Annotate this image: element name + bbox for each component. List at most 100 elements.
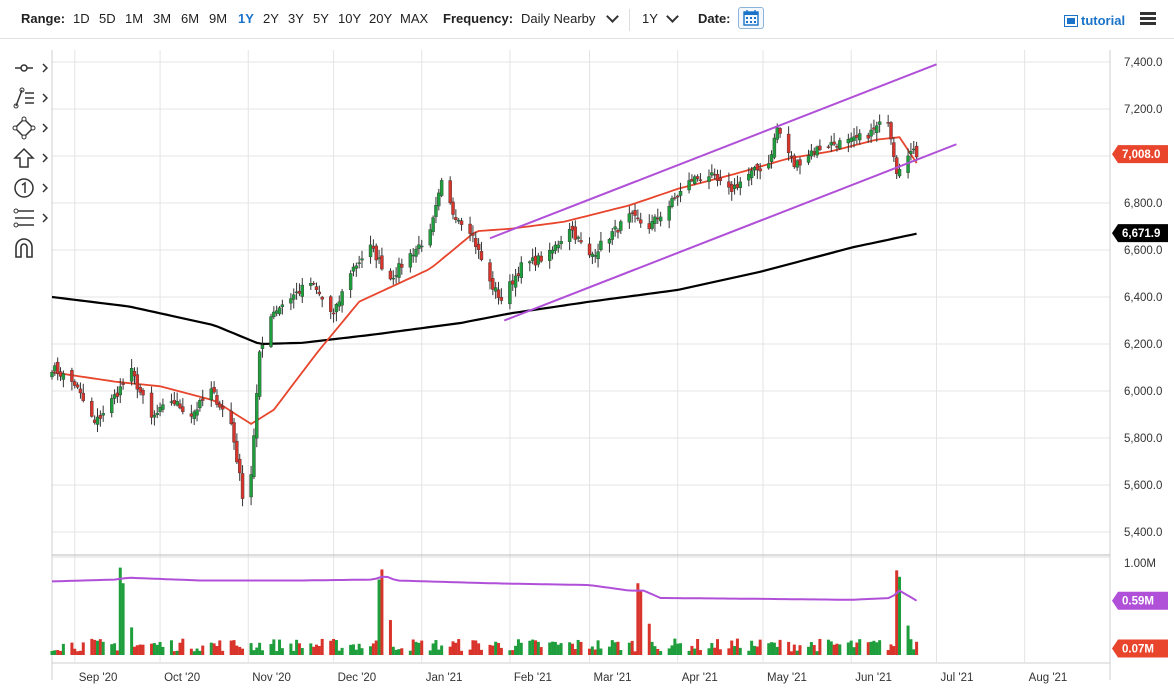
volume-bar (78, 650, 82, 655)
candle-body (189, 413, 194, 417)
volume-bar (317, 645, 321, 655)
candle-body (815, 146, 819, 156)
candle-body (613, 226, 617, 230)
candle-body (476, 243, 481, 250)
volume-bar (130, 627, 134, 655)
range-20y-button[interactable]: 20Y (369, 11, 393, 26)
candle-body (667, 206, 671, 221)
volume-bar (710, 643, 714, 655)
volume-panel (50, 567, 919, 655)
volume-bar (158, 641, 162, 655)
volume-bar (101, 641, 105, 655)
volume-average-tag-bg (1112, 591, 1168, 610)
volume-last-tag-bg (1112, 639, 1168, 658)
candle-body (439, 180, 444, 196)
candle-body (95, 416, 100, 425)
range-3m-button[interactable]: 3M (153, 11, 172, 26)
range-3y-button[interactable]: 3Y (288, 11, 304, 26)
candle-body (690, 179, 694, 182)
trend-channel[interactable] (489, 63, 957, 322)
candle-body (758, 168, 762, 172)
range-1m-button[interactable]: 1M (125, 11, 144, 26)
volume-bar (807, 646, 811, 655)
candle-body (129, 368, 134, 382)
period-select[interactable]: 1Y (642, 11, 658, 26)
volume-bar (121, 583, 125, 655)
volume-bar (536, 641, 540, 655)
volume-bar (508, 650, 512, 655)
fibonacci-tool[interactable] (12, 206, 48, 230)
range-6m-button[interactable]: 6M (181, 11, 200, 26)
candle-body (132, 370, 137, 377)
candle-body (394, 275, 398, 277)
range-5d-button[interactable]: 5D (99, 11, 116, 26)
candle-body (215, 395, 219, 405)
volume-bar (312, 646, 316, 655)
candle-body (454, 217, 458, 220)
candle-body (875, 125, 879, 133)
range-5y-button[interactable]: 5Y (313, 11, 329, 26)
volume-bar (238, 646, 242, 655)
candle-body (596, 251, 600, 260)
film-icon[interactable] (1064, 15, 1078, 27)
volume-bar (593, 649, 597, 655)
range-9m-button[interactable]: 9M (209, 11, 228, 26)
volume-bar (667, 648, 671, 655)
frequency-select[interactable]: Daily Nearby (521, 11, 596, 26)
range-1d-button[interactable]: 1D (73, 11, 90, 26)
ma50-line (51, 136, 918, 425)
candle-body (272, 311, 276, 318)
crosshair-tool[interactable] (12, 56, 48, 80)
candle-body (58, 371, 63, 377)
line-tools-tool[interactable] (12, 86, 48, 110)
annotation-tool[interactable] (12, 176, 48, 200)
range-max-button[interactable]: MAX (400, 11, 429, 26)
range-2y-button[interactable]: 2Y (263, 11, 279, 26)
candle-body (329, 296, 333, 312)
frequency-label: Frequency: (443, 11, 514, 26)
candle-body (698, 179, 703, 181)
candle-body (519, 262, 523, 279)
volume-bar (639, 590, 643, 655)
candle-body (559, 240, 563, 245)
volume-bar (548, 642, 552, 655)
range-10y-button[interactable]: 10Y (338, 11, 362, 26)
volume-bar (309, 643, 313, 655)
volume-bar (340, 647, 344, 655)
candle-body (451, 201, 455, 215)
volume-bar (915, 641, 919, 655)
tutorial-link[interactable]: tutorial (1081, 13, 1126, 28)
candle-body (627, 213, 632, 223)
candle-body (496, 289, 501, 298)
candle-body (218, 403, 222, 408)
volume-bar (499, 647, 503, 655)
magnet-tool[interactable] (12, 236, 48, 260)
volume-bar (568, 642, 572, 655)
volume-bar (138, 644, 142, 655)
hamburger-menu-icon[interactable] (1140, 12, 1156, 26)
candle-body (175, 401, 179, 406)
x-tick-label: Dec '20 (338, 672, 377, 684)
y-tick-label: 6,600.0 (1124, 245, 1162, 257)
arrow-tool[interactable] (12, 146, 48, 170)
volume-bar (56, 650, 60, 655)
shapes-tool[interactable] (12, 116, 48, 140)
date-picker-button[interactable] (738, 7, 764, 29)
volume-bar (394, 649, 398, 655)
volume-bar (241, 648, 245, 655)
volume-bar (420, 640, 424, 655)
volume-bar (676, 643, 680, 655)
volume-bar (357, 643, 361, 655)
volume-bar (690, 645, 694, 655)
candle-body (755, 164, 760, 171)
candle-body (511, 280, 515, 285)
candle-body (50, 371, 54, 378)
volume-bar (189, 648, 193, 655)
volume-bar (198, 650, 202, 655)
range-1y-button[interactable]: 1Y (238, 11, 254, 26)
candle-body (633, 210, 637, 216)
candle-body (710, 172, 714, 176)
candle-body (161, 404, 165, 410)
candle-body (115, 392, 120, 397)
